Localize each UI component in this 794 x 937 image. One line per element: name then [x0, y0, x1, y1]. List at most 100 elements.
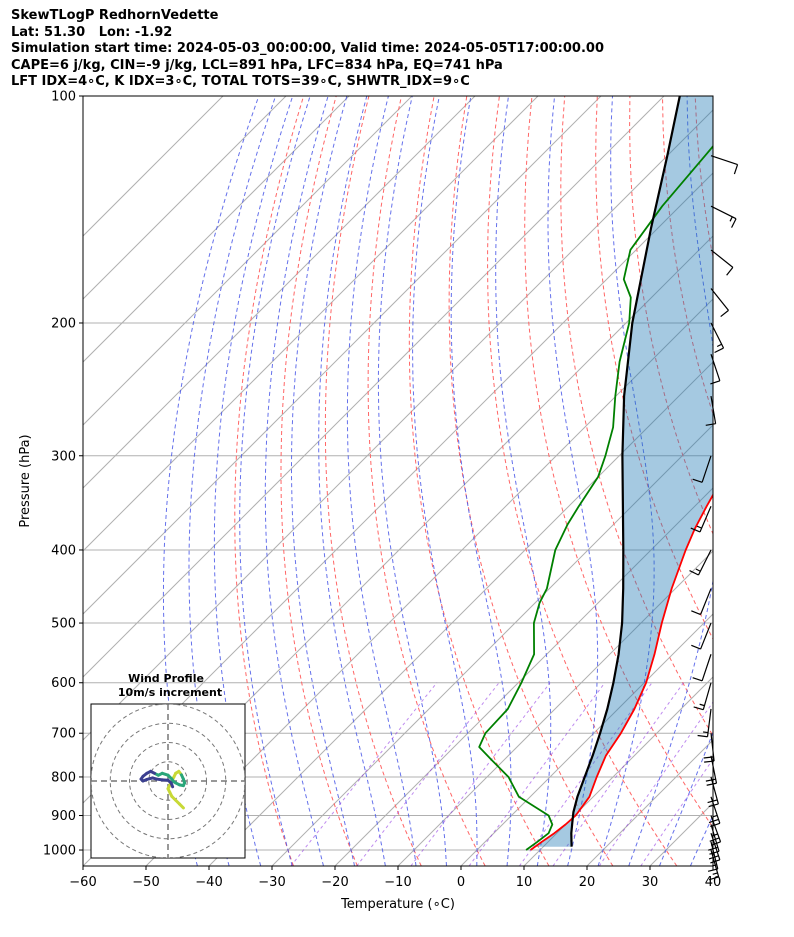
barb-flag: [710, 380, 721, 385]
barb-shaft: [710, 755, 718, 784]
wind-barb: [693, 682, 712, 711]
moist-adiabat: [346, 96, 417, 866]
wind-barb: [708, 833, 721, 864]
wind-barb: [710, 155, 739, 175]
barb-shaft: [710, 354, 721, 381]
barb-flag: [709, 837, 720, 842]
barb-flag: [710, 841, 721, 846]
y-tick-label: 200: [51, 316, 76, 331]
barb-half-flag: [712, 814, 718, 818]
barb-shaft: [702, 682, 712, 710]
isotherm--140: [83, 96, 350, 363]
moist-adiabat: [213, 96, 294, 866]
dewpoint-line: [478, 144, 713, 851]
isotherm--50: [145, 298, 713, 866]
barb-shaft: [700, 588, 712, 615]
y-tick-label: 500: [51, 617, 76, 632]
barb-flag: [710, 822, 721, 828]
moist-adiabat: [495, 96, 552, 866]
mixing-ratio-line: [468, 682, 606, 866]
moist-adiabat: [753, 96, 794, 866]
moist-adiabat: [721, 96, 794, 866]
barb-half-flag: [696, 525, 702, 529]
wind-barb: [692, 654, 712, 682]
wind-barb: [710, 205, 737, 228]
wind-barb: [707, 841, 719, 872]
wind-barb: [709, 815, 722, 846]
y-tick-label: 100: [51, 90, 76, 105]
barb-flag: [708, 846, 719, 851]
dry-adiabat: [234, 96, 305, 866]
x-axis-label: Temperature (∘C): [340, 897, 455, 912]
barb-flag: [705, 778, 716, 782]
barb-shaft: [701, 455, 712, 483]
y-tick-label: 300: [51, 449, 76, 464]
barb-flag: [691, 610, 701, 616]
barb-flag: [705, 423, 716, 426]
barb-flag: [710, 859, 721, 864]
hodograph-subtitle: 10m/s increment: [118, 686, 222, 699]
barb-flag: [691, 644, 701, 650]
wind-barb: [708, 824, 720, 855]
y-tick-label: 700: [51, 727, 76, 742]
mixing-ratio-line: [290, 682, 438, 866]
isotherm--20: [334, 487, 713, 866]
wind-barb: [705, 395, 717, 426]
barb-flag: [720, 309, 729, 318]
dry-adiabat: [487, 96, 678, 866]
isotherm--10: [397, 550, 713, 866]
isotherm--100: [83, 96, 602, 615]
x-tick-label: 20: [579, 875, 596, 890]
barb-shaft: [710, 776, 719, 805]
dry-adiabat: [367, 96, 486, 866]
wind-barb: [692, 455, 712, 483]
barb-flag: [703, 756, 714, 759]
wind-barb: [710, 354, 721, 385]
x-tick-label: −50: [132, 875, 159, 890]
mixing-ratio-line: [598, 701, 713, 866]
barb-flag: [733, 164, 739, 175]
x-tick-label: −30: [258, 875, 285, 890]
x-tick-label: −20: [321, 875, 348, 890]
dry-adiabat: [728, 96, 794, 866]
barb-half-flag: [699, 703, 705, 707]
barb-flag: [708, 876, 719, 881]
cape-cin-fill: [535, 96, 713, 847]
barb-shaft: [710, 155, 738, 166]
x-tick-label: 0: [457, 875, 465, 890]
moist-adiabat: [291, 96, 355, 866]
barb-flag: [707, 799, 718, 804]
wind-barb: [691, 588, 712, 616]
isotherm--160: [83, 96, 224, 237]
barb-flag: [692, 677, 703, 682]
barb-flag: [708, 803, 719, 808]
barb-half-flag: [695, 568, 701, 572]
wind-barb: [703, 733, 715, 763]
wind-barbs: [689, 155, 739, 881]
barb-shaft: [710, 833, 721, 860]
barb-shaft: [710, 322, 725, 349]
x-tick-label: 40: [705, 875, 722, 890]
barb-shaft: [700, 622, 712, 650]
isotherm--150: [83, 96, 287, 300]
wind-barb: [689, 549, 712, 576]
location-line: Lat: 51.30 Lon: -1.92: [11, 24, 173, 40]
wind-barb: [710, 322, 725, 354]
isotherm-40: [712, 865, 713, 866]
y-tick-label: 800: [51, 770, 76, 785]
moist-adiabat: [628, 96, 713, 866]
hodograph-title: Wind Profile: [128, 672, 204, 685]
wind-barb: [705, 755, 718, 786]
hodograph-inset: Wind Profile 10m/s increment: [90, 672, 246, 859]
moist-adiabat: [239, 96, 311, 866]
isotherm-50: [776, 96, 794, 866]
dry-adiabat: [324, 96, 422, 866]
barb-flag: [690, 527, 701, 533]
y-tick-label: 600: [51, 676, 76, 691]
moist-adiabat: [264, 96, 329, 866]
chart-title: SkewTLogP RedhornVedette: [11, 8, 219, 23]
wind-barb: [707, 776, 719, 808]
y-tick-label: 900: [51, 809, 76, 824]
isotherm--130: [83, 96, 413, 426]
